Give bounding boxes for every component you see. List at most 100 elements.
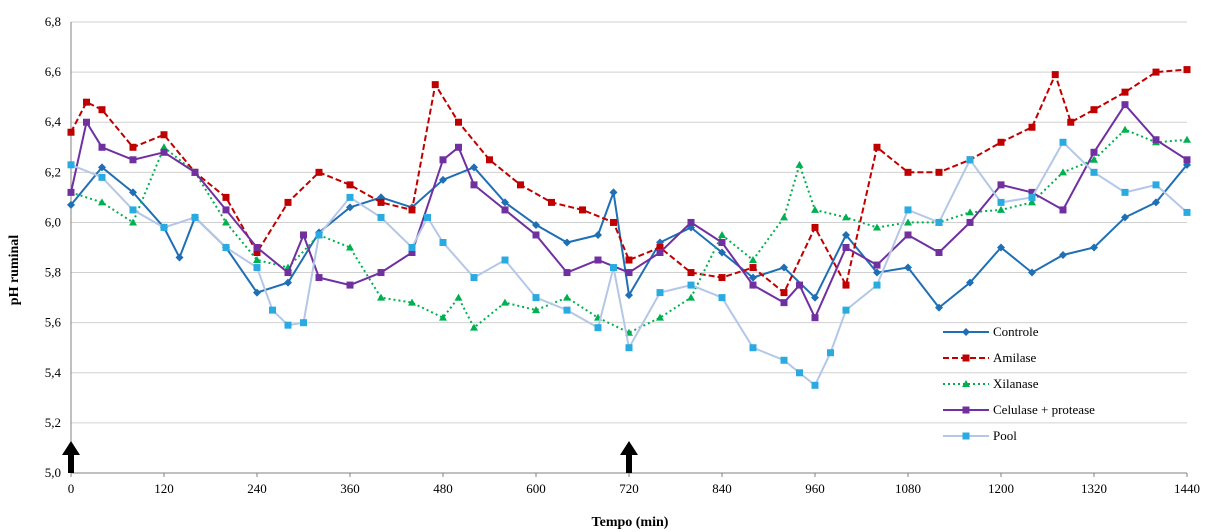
data-point xyxy=(609,188,618,197)
data-point xyxy=(873,223,881,231)
data-point xyxy=(501,206,509,214)
data-point xyxy=(408,249,416,257)
data-point xyxy=(687,293,695,301)
series-line xyxy=(70,68,1188,295)
data-point xyxy=(253,244,261,251)
data-point xyxy=(842,244,850,251)
legend-label: Controle xyxy=(993,324,1039,339)
data-point xyxy=(873,281,881,289)
data-point xyxy=(377,198,385,206)
data-point xyxy=(1028,193,1036,201)
data-point xyxy=(718,248,726,257)
data-point xyxy=(160,131,168,139)
data-point xyxy=(431,81,439,89)
data-point xyxy=(486,156,493,164)
data-point xyxy=(749,273,757,282)
data-point xyxy=(718,230,726,238)
data-point xyxy=(455,143,462,151)
legend-marker xyxy=(962,354,970,362)
data-point xyxy=(253,249,261,257)
series-2 xyxy=(67,125,1191,336)
data-point xyxy=(160,148,168,156)
data-point xyxy=(191,213,199,221)
x-tick-label: 720 xyxy=(619,481,639,496)
data-point xyxy=(610,218,617,226)
data-point xyxy=(687,281,695,289)
data-point xyxy=(904,218,912,226)
x-tick-label: 480 xyxy=(433,481,453,496)
data-point xyxy=(1059,168,1067,176)
data-point xyxy=(749,256,757,264)
legend-label: Amilase xyxy=(993,350,1037,365)
data-point xyxy=(517,181,524,189)
data-point xyxy=(625,256,633,264)
y-tick-label: 5,2 xyxy=(45,415,61,430)
data-point xyxy=(811,314,819,322)
data-point xyxy=(439,175,447,184)
legend-marker xyxy=(962,328,970,336)
data-point xyxy=(222,244,230,251)
data-point xyxy=(749,281,757,289)
data-point xyxy=(532,306,540,314)
data-point xyxy=(532,294,540,302)
data-point xyxy=(454,293,463,301)
x-tick-label: 1320 xyxy=(1081,481,1107,496)
legend-label: Celulase + protease xyxy=(993,402,1095,417)
data-point xyxy=(67,161,75,169)
data-point xyxy=(439,238,447,246)
data-point xyxy=(687,218,695,226)
data-point xyxy=(83,98,90,106)
data-point xyxy=(175,253,184,262)
series-line xyxy=(70,128,1188,334)
data-point xyxy=(594,256,602,264)
data-point xyxy=(98,198,106,206)
data-point xyxy=(1121,213,1129,222)
data-point xyxy=(129,143,137,151)
data-point xyxy=(842,213,850,221)
data-point xyxy=(1152,136,1160,144)
data-point xyxy=(548,198,555,206)
data-point xyxy=(780,356,788,364)
series-0 xyxy=(67,160,1191,312)
data-point xyxy=(315,231,323,239)
data-point xyxy=(253,256,261,264)
x-axis-ticks: 0 120 240 360 480 600 720 840 960 1080 1200 1320 144… xyxy=(68,481,1200,496)
data-point xyxy=(191,168,199,176)
arrow-head xyxy=(620,441,638,455)
x-tick-label: 1080 xyxy=(895,481,921,496)
data-point xyxy=(83,118,90,126)
data-point xyxy=(997,138,1005,146)
data-point xyxy=(222,206,230,214)
data-point xyxy=(625,291,633,300)
legend-marker xyxy=(962,406,970,414)
data-point xyxy=(997,243,1005,252)
data-point xyxy=(455,118,462,126)
data-point xyxy=(873,268,881,277)
data-point xyxy=(532,220,540,229)
x-tick-label: 0 xyxy=(68,481,75,496)
data-point xyxy=(935,218,943,226)
data-point xyxy=(610,264,617,272)
data-point xyxy=(470,163,478,172)
series-3 xyxy=(67,101,1191,322)
data-point xyxy=(470,323,478,331)
data-point xyxy=(470,274,478,282)
data-point xyxy=(346,203,354,212)
y-axis-title: pH ruminal xyxy=(7,235,22,306)
x-tick-label: 600 xyxy=(526,481,546,496)
data-point xyxy=(842,230,850,239)
data-point xyxy=(904,206,912,214)
data-point xyxy=(222,218,230,226)
x-tick-label: 1440 xyxy=(1174,481,1200,496)
data-point xyxy=(1059,251,1067,260)
data-point xyxy=(1152,198,1160,207)
y-tick-label: 6,4 xyxy=(45,114,62,129)
data-point xyxy=(377,293,385,301)
data-point xyxy=(470,181,478,189)
data-point xyxy=(253,264,261,272)
data-point xyxy=(1090,168,1098,176)
x-tick-label: 360 xyxy=(340,481,360,496)
data-point xyxy=(811,205,819,213)
data-point xyxy=(129,206,137,214)
